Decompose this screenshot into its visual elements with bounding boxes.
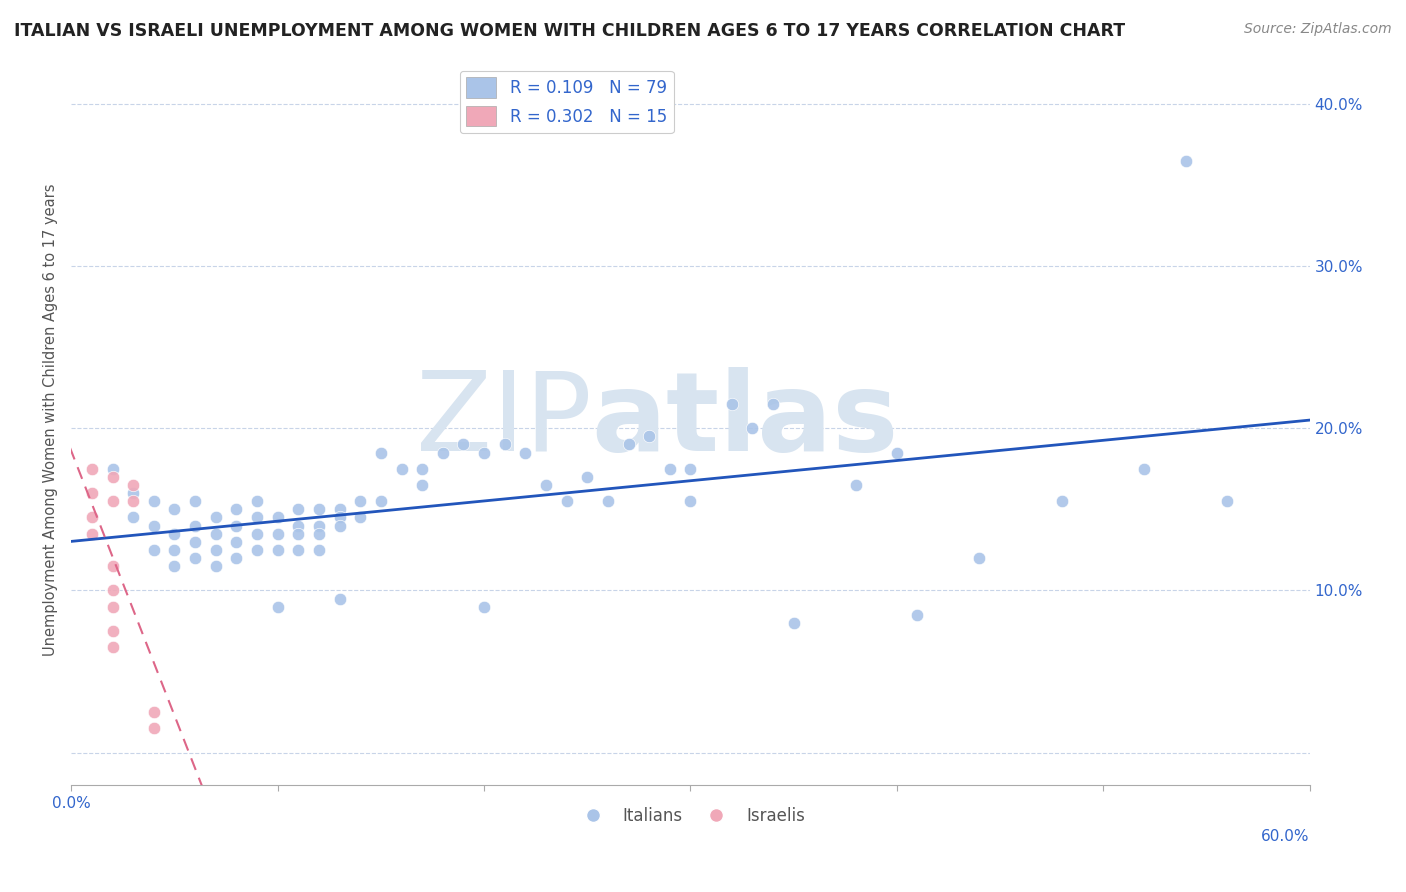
Point [225, 518, 247, 533]
Point [329, 502, 352, 516]
Point [1216, 494, 1239, 508]
Point [122, 510, 145, 524]
Text: ZIP: ZIP [416, 367, 592, 474]
Legend: Italians, Israelis: Italians, Israelis [569, 800, 811, 831]
Point [782, 615, 804, 630]
Point [308, 526, 330, 541]
Text: 60.0%: 60.0% [1261, 829, 1309, 844]
Text: Source: ZipAtlas.com: Source: ZipAtlas.com [1244, 22, 1392, 37]
Point [266, 542, 288, 557]
Point [184, 518, 207, 533]
Point [142, 542, 165, 557]
Point [329, 518, 352, 533]
Point [411, 478, 433, 492]
Point [534, 478, 557, 492]
Point [576, 470, 599, 484]
Point [329, 591, 352, 606]
Point [720, 397, 742, 411]
Point [658, 462, 681, 476]
Point [122, 478, 145, 492]
Point [80, 462, 103, 476]
Point [391, 462, 413, 476]
Point [266, 599, 288, 614]
Point [80, 510, 103, 524]
Point [907, 607, 929, 622]
Point [287, 542, 309, 557]
Point [225, 534, 247, 549]
Point [453, 437, 475, 451]
Point [142, 705, 165, 719]
Point [101, 462, 124, 476]
Point [246, 526, 269, 541]
Point [246, 494, 269, 508]
Point [432, 445, 454, 459]
Point [329, 510, 352, 524]
Point [287, 526, 309, 541]
Point [184, 494, 207, 508]
Point [142, 518, 165, 533]
Point [163, 559, 186, 574]
Point [287, 518, 309, 533]
Point [80, 486, 103, 500]
Point [308, 502, 330, 516]
Point [1050, 494, 1073, 508]
Point [101, 494, 124, 508]
Point [163, 542, 186, 557]
Point [638, 429, 661, 443]
Point [370, 494, 392, 508]
Point [225, 551, 247, 566]
Point [225, 502, 247, 516]
Point [101, 470, 124, 484]
Point [308, 518, 330, 533]
Point [204, 559, 226, 574]
Point [184, 534, 207, 549]
Point [204, 542, 226, 557]
Text: ITALIAN VS ISRAELI UNEMPLOYMENT AMONG WOMEN WITH CHILDREN AGES 6 TO 17 YEARS COR: ITALIAN VS ISRAELI UNEMPLOYMENT AMONG WO… [14, 22, 1125, 40]
Text: atlas: atlas [592, 367, 898, 474]
Point [204, 510, 226, 524]
Point [142, 722, 165, 736]
Point [163, 502, 186, 516]
Point [266, 526, 288, 541]
Point [679, 462, 702, 476]
Point [679, 494, 702, 508]
Point [101, 624, 124, 638]
Point [163, 526, 186, 541]
Point [886, 445, 908, 459]
Point [741, 421, 763, 435]
Point [142, 494, 165, 508]
Point [287, 502, 309, 516]
Point [246, 510, 269, 524]
Point [472, 599, 495, 614]
Point [1174, 153, 1197, 168]
Point [80, 526, 103, 541]
Point [969, 551, 991, 566]
Point [266, 510, 288, 524]
Point [844, 478, 866, 492]
Point [411, 462, 433, 476]
Point [122, 486, 145, 500]
Point [184, 551, 207, 566]
Point [349, 494, 371, 508]
Point [472, 445, 495, 459]
Point [246, 542, 269, 557]
Point [349, 510, 371, 524]
Y-axis label: Unemployment Among Women with Children Ages 6 to 17 years: Unemployment Among Women with Children A… [44, 184, 58, 657]
Point [555, 494, 578, 508]
Point [1133, 462, 1156, 476]
Point [617, 437, 640, 451]
Point [101, 599, 124, 614]
Point [101, 640, 124, 655]
Point [370, 445, 392, 459]
Point [762, 397, 785, 411]
Point [101, 583, 124, 598]
Point [494, 437, 516, 451]
Point [596, 494, 619, 508]
Point [204, 526, 226, 541]
Point [122, 494, 145, 508]
Point [515, 445, 537, 459]
Point [308, 542, 330, 557]
Point [101, 559, 124, 574]
